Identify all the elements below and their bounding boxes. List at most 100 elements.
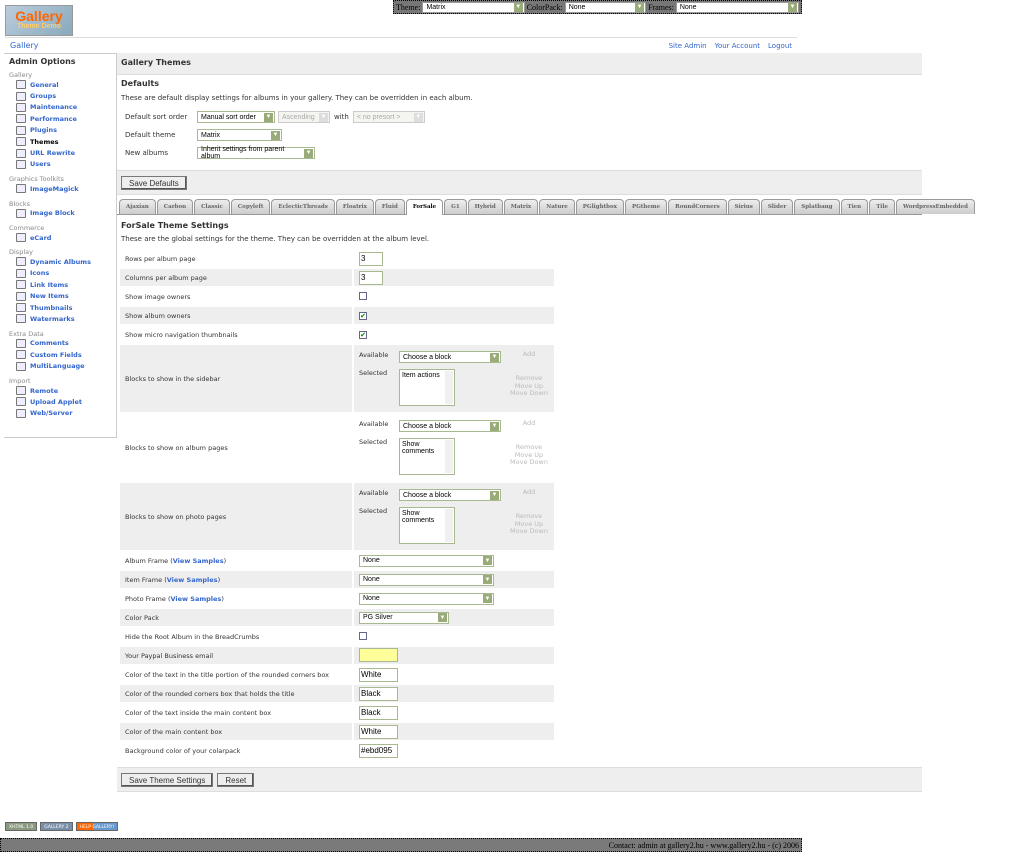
- sidebar-item-url-rewrite[interactable]: URL Rewrite: [9, 147, 111, 158]
- sidebar-item-upload-applet[interactable]: Upload Applet: [9, 396, 111, 407]
- sidebar-item-comments[interactable]: Comments: [9, 338, 111, 349]
- sidebar-item-icons[interactable]: Icons: [9, 268, 111, 279]
- your-account-link[interactable]: Your Account: [714, 41, 761, 50]
- breadcrumb-gallery[interactable]: Gallery: [10, 41, 39, 50]
- tab-copyleft[interactable]: Copyleft: [230, 199, 271, 214]
- tab-slider[interactable]: Slider: [760, 199, 794, 214]
- move-down-block-button[interactable]: Move Down: [510, 389, 548, 397]
- color-of-the-text-inside-the-main-content-box-input[interactable]: Black: [359, 705, 398, 720]
- sort-order-select[interactable]: Manual sort order ▼: [197, 111, 275, 123]
- tab-nature[interactable]: Nature: [539, 199, 575, 214]
- save-defaults-button[interactable]: Save Defaults: [121, 176, 187, 190]
- tab-forsale[interactable]: ForSale: [405, 199, 444, 215]
- tab-g1[interactable]: G1: [444, 199, 467, 214]
- remove-block-button[interactable]: Remove: [515, 443, 543, 451]
- save-theme-settings-button[interactable]: Save Theme Settings: [121, 773, 214, 787]
- sidebar-item-image-block[interactable]: Image Block: [9, 208, 111, 219]
- tab-splatbang[interactable]: Splatbang: [794, 199, 840, 214]
- item-frame-select[interactable]: None ▼: [359, 573, 494, 586]
- tab-eclecticthreads[interactable]: EclecticThreads: [271, 199, 335, 214]
- tab-tile[interactable]: Tile: [869, 199, 895, 214]
- album-frame-select[interactable]: None ▼: [359, 554, 494, 567]
- sidebar-item-ecard[interactable]: eCard: [9, 232, 111, 243]
- your-paypal-business-email-input[interactable]: [359, 647, 398, 662]
- available-block-select[interactable]: Choose a block ▼: [399, 351, 501, 363]
- move-down-block-button[interactable]: Move Down: [510, 458, 548, 466]
- rows-per-album-page-input[interactable]: 3: [359, 251, 383, 266]
- sidebar-item-maintenance[interactable]: Maintenance: [9, 102, 111, 113]
- background-color-of-your-colarpack-input[interactable]: #ebd095: [359, 743, 398, 758]
- help-badge[interactable]: HELP GALLERY!: [75, 822, 119, 831]
- colorpack-select[interactable]: None ▼: [564, 1, 647, 13]
- sidebar-item-themes[interactable]: Themes: [9, 136, 111, 147]
- sidebar-item-watermarks[interactable]: Watermarks: [9, 313, 111, 324]
- selected-blocks-list[interactable]: Item actions: [399, 369, 455, 406]
- tab-tien[interactable]: Tien: [840, 199, 869, 214]
- sidebar-item-groups[interactable]: Groups: [9, 90, 111, 101]
- sidebar-item-web-server[interactable]: Web/Server: [9, 408, 111, 419]
- default-theme-select[interactable]: Matrix ▼: [197, 129, 282, 141]
- tab-hybrid[interactable]: Hybrid: [467, 199, 503, 214]
- sidebar-item-multilanguage[interactable]: MultiLanguage: [9, 360, 111, 371]
- show-image-owners-checkbox[interactable]: [359, 291, 367, 300]
- view-samples-link[interactable]: View Samples: [166, 575, 218, 584]
- view-samples-link[interactable]: View Samples: [172, 556, 224, 565]
- selected-blocks-list[interactable]: Show comments: [399, 438, 455, 475]
- sidebar-item-dynamic-albums[interactable]: Dynamic Albums: [9, 256, 111, 267]
- sidebar-item-remote[interactable]: Remote: [9, 385, 111, 396]
- tab-classic[interactable]: Classic: [194, 199, 230, 214]
- gallery-badge[interactable]: GALLERY 2: [40, 822, 73, 831]
- color-of-the-rounded-corners-box-that-holds-the-title-input[interactable]: Black: [359, 686, 398, 701]
- sidebar-item-performance[interactable]: Performance: [9, 113, 111, 124]
- theme-select[interactable]: Matrix ▼: [422, 1, 525, 13]
- site-admin-link[interactable]: Site Admin: [668, 41, 707, 50]
- hide-the-root-album-in-the-breadcrumbs-checkbox[interactable]: [359, 631, 367, 640]
- sidebar-item-link-items[interactable]: Link Items: [9, 279, 111, 290]
- add-block-button[interactable]: Add: [522, 350, 536, 358]
- available-block-select[interactable]: Choose a block ▼: [399, 489, 501, 501]
- show-micro-navigation-thumbnails-checkbox[interactable]: ✔: [359, 330, 367, 339]
- xhtml-badge[interactable]: XHTML 1.0: [5, 822, 38, 831]
- selected-blocks-list[interactable]: Show comments: [399, 507, 455, 544]
- tab-wordpressembedded[interactable]: WordpressEmbedded: [895, 199, 975, 214]
- tab-pgtheme[interactable]: PGtheme: [624, 199, 668, 214]
- available-block-select[interactable]: Choose a block ▼: [399, 420, 501, 432]
- tab-carbon[interactable]: Carbon: [156, 199, 194, 214]
- show-album-owners-checkbox[interactable]: ✔: [359, 311, 367, 320]
- tab-pglightbox[interactable]: PGlightbox: [575, 199, 624, 214]
- sidebar-item-custom-fields[interactable]: Custom Fields: [9, 349, 111, 360]
- sidebar-item-users[interactable]: Users: [9, 159, 111, 170]
- remove-block-button[interactable]: Remove: [515, 512, 543, 520]
- tab-fluid[interactable]: Fluid: [374, 199, 405, 214]
- tab-matrix[interactable]: Matrix: [503, 199, 539, 214]
- sidebar-item-new-items[interactable]: New Items: [9, 290, 111, 301]
- view-samples-link[interactable]: View Samples: [170, 594, 222, 603]
- color-of-the-text-in-the-title-portion-of-the-rounded-corners-box-input[interactable]: White: [359, 667, 398, 682]
- move-up-block-button[interactable]: Move Up: [514, 450, 544, 459]
- sort-direction-select[interactable]: Ascending ▼: [278, 111, 330, 123]
- logout-link[interactable]: Logout: [768, 41, 792, 50]
- color-pack-select[interactable]: PG Silver ▼: [359, 611, 449, 624]
- add-block-button[interactable]: Add: [522, 488, 536, 496]
- move-up-block-button[interactable]: Move Up: [514, 519, 544, 528]
- sidebar-item-thumbnails[interactable]: Thumbnails: [9, 302, 111, 313]
- reset-button[interactable]: Reset: [217, 773, 255, 787]
- color-of-the-main-content-box-input[interactable]: White: [359, 724, 398, 739]
- presort-select[interactable]: < no presort > ▼: [352, 111, 425, 123]
- tab-floatrix[interactable]: Floatrix: [335, 199, 374, 214]
- tab-sirius[interactable]: Sirius: [727, 199, 760, 214]
- photo-frame-select[interactable]: None ▼: [359, 592, 494, 605]
- move-up-block-button[interactable]: Move Up: [514, 381, 544, 390]
- add-block-button[interactable]: Add: [522, 419, 536, 427]
- sidebar-item-general[interactable]: General: [9, 79, 111, 90]
- tab-roundcorners[interactable]: RoundCorners: [668, 199, 727, 214]
- new-albums-select[interactable]: Inherit settings from parent album ▼: [197, 146, 315, 160]
- frames-select[interactable]: None ▼: [675, 1, 800, 13]
- move-down-block-button[interactable]: Move Down: [510, 527, 548, 535]
- columns-per-album-page-input[interactable]: 3: [359, 270, 383, 285]
- sidebar-item-imagemagick[interactable]: ImageMagick: [9, 183, 111, 194]
- sidebar-item-plugins[interactable]: Plugins: [9, 125, 111, 136]
- logo[interactable]: Gallery Theme Demo: [5, 5, 73, 36]
- remove-block-button[interactable]: Remove: [515, 374, 543, 382]
- tab-ajaxian[interactable]: Ajaxian: [119, 199, 156, 214]
